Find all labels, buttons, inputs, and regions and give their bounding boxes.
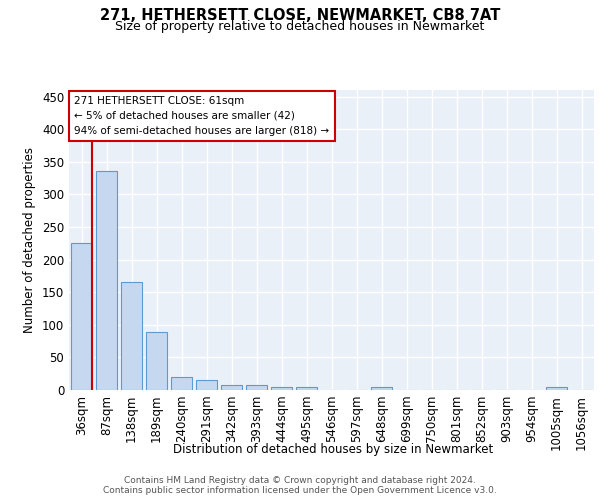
Bar xyxy=(296,386,317,390)
Text: Contains public sector information licensed under the Open Government Licence v3: Contains public sector information licen… xyxy=(103,486,497,495)
Bar xyxy=(546,386,567,390)
Bar xyxy=(71,244,92,390)
Y-axis label: Number of detached properties: Number of detached properties xyxy=(23,147,37,333)
Bar xyxy=(96,171,117,390)
Bar xyxy=(171,377,192,390)
Bar xyxy=(121,282,142,390)
Text: Contains HM Land Registry data © Crown copyright and database right 2024.: Contains HM Land Registry data © Crown c… xyxy=(124,476,476,485)
Bar xyxy=(246,386,267,390)
Text: Distribution of detached houses by size in Newmarket: Distribution of detached houses by size … xyxy=(173,442,493,456)
Text: 271, HETHERSETT CLOSE, NEWMARKET, CB8 7AT: 271, HETHERSETT CLOSE, NEWMARKET, CB8 7A… xyxy=(100,8,500,22)
Bar xyxy=(221,386,242,390)
Text: 271 HETHERSETT CLOSE: 61sqm
← 5% of detached houses are smaller (42)
94% of semi: 271 HETHERSETT CLOSE: 61sqm ← 5% of deta… xyxy=(74,96,329,136)
Bar xyxy=(271,386,292,390)
Text: Size of property relative to detached houses in Newmarket: Size of property relative to detached ho… xyxy=(115,20,485,33)
Bar xyxy=(146,332,167,390)
Bar xyxy=(371,386,392,390)
Bar xyxy=(196,380,217,390)
